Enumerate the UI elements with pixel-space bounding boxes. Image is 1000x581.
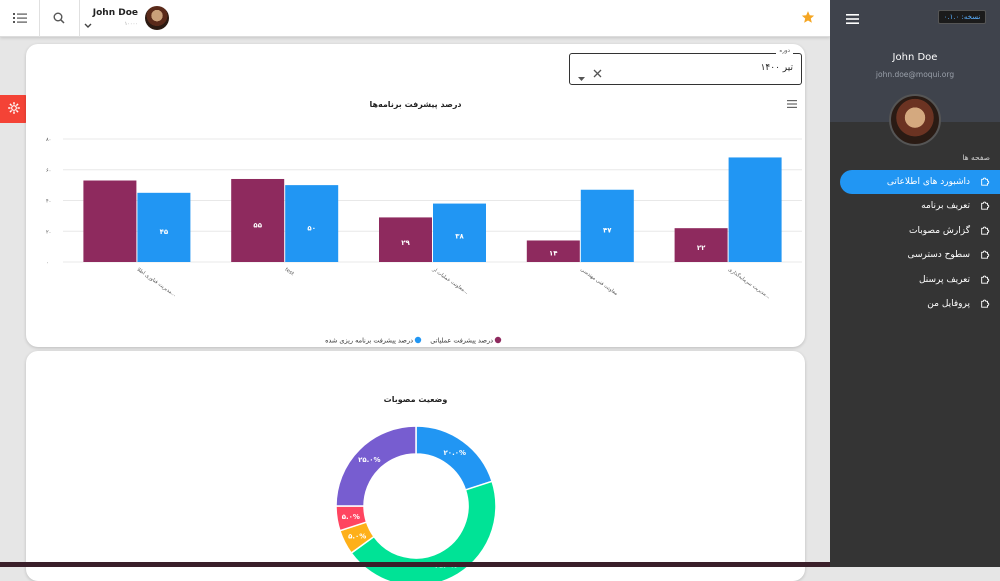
slice-label: ۲۰.۰% [444,449,467,457]
gear-icon [7,100,21,119]
puzzle-icon [980,249,990,262]
pie-slice [350,480,497,581]
divider [39,0,40,37]
x-tick-label: مدیریت سرمایه‌گذاری... [727,266,772,301]
bar [580,189,634,262]
y-tick-label: ۴۰ [46,199,51,205]
chevron-down-icon [84,14,92,33]
sidebar-item-label: پروفایل من [927,299,970,309]
sidebar-item[interactable]: گزارش مصوبات [840,219,1000,243]
bar [728,157,782,262]
list-icon [13,9,27,28]
data-label: ۲۹ [401,239,410,247]
avatar [889,94,941,146]
data-label: ۵۰ [307,224,316,232]
list-menu-button[interactable] [0,0,40,37]
user-menu[interactable]: John Doe ۱۰۰۰۰ [84,2,174,35]
sidebar-item[interactable]: تعریف پرسنل [840,268,1000,292]
divider [79,0,80,37]
data-label: ۴۵ [160,228,169,236]
legend-marker [494,336,502,344]
sidebar-item[interactable]: سطوح دسترسی [840,243,1000,267]
period-select[interactable]: دوره تیر ۱۴۰۰ [569,48,802,86]
search-icon [53,9,65,28]
dropdown-arrow-icon[interactable] [578,67,585,86]
x-tick-label: test [284,267,295,277]
y-tick-label: ۶۰ [46,168,51,174]
x-tick-label: مدیریت فناوری اطلا... [136,267,178,299]
search-button[interactable] [39,0,79,37]
bottom-strip [0,562,830,567]
period-label: دوره [776,48,793,54]
chart-title: درصد پیشرفت برنامه‌ها [369,100,462,109]
pages-heading: صفحه ها [962,153,990,162]
user-name: John Doe [92,8,138,18]
data-label: ۴۷ [603,226,612,234]
version-badge: نسخه: ۰.۱.۰ [938,10,986,24]
approvals-chart-card: وضعیت مصوبات ۲۰.۰%۴۵.۰%۵.۰%۵.۰%۲۵.۰% [26,351,805,581]
bar-chart: ۰ ۲۰ ۴۰ ۶۰ ۸۰ ۴۵ مدیریت فناوری اطلا... ۵۵ ۵۰ test… [46,137,802,345]
puzzle-icon [980,274,990,287]
settings-button[interactable] [0,95,28,123]
puzzle-icon [980,200,990,213]
data-label: ۲۲ [697,244,706,252]
bar [433,203,486,262]
data-label: ۵۵ [253,222,262,230]
chart-menu-icon[interactable] [787,93,797,112]
bar [285,185,339,262]
sidebar-item-label: سطوح دسترسی [907,250,970,260]
bar [137,192,191,262]
puzzle-icon [980,298,990,311]
donut-chart: ۲۰.۰%۴۵.۰%۵.۰%۵.۰%۲۵.۰% [335,425,497,581]
slice-label: ۲۵.۰% [358,456,381,464]
sidebar-item[interactable]: داشبورد های اطلاعاتی [840,170,1000,194]
user-subtitle: ۱۰۰۰۰ [124,21,138,27]
menu-icon[interactable] [846,9,859,28]
pie-slice [335,425,417,507]
y-tick-label: ۰ [46,260,49,266]
sidebar-item[interactable]: تعریف برنامه [840,194,1000,218]
slice-label: ۵.۰% [342,513,360,521]
close-icon[interactable] [593,63,602,82]
x-tick-label: معاونت فنی مهندسی [579,267,619,297]
sidebar-item-label: داشبورد های اطلاعاتی [886,177,970,187]
sidebar-user-email: john.doe@moqui.org [875,70,955,79]
puzzle-icon [980,225,990,238]
y-tick-label: ۲۰ [46,229,51,235]
period-value: تیر ۱۴۰۰ [760,63,793,73]
sidebar-user-name: John Doe [892,52,938,63]
y-tick-label: ۸۰ [46,137,51,143]
progress-chart-card: دوره تیر ۱۴۰۰ درصد پیشرفت برنامه‌ها ۰ ۲۰ ۴… [26,44,805,347]
legend-label: درصد پیشرفت برنامه ریزی شده [325,337,413,345]
chart-title: وضعیت مصوبات [383,395,448,404]
bar [526,240,580,262]
pie-slice [415,425,494,491]
bar [231,178,285,262]
bar [674,228,728,262]
data-label: ۱۴ [549,249,558,257]
sidebar-item-label: گزارش مصوبات [909,226,970,236]
bar [379,217,432,262]
x-tick-label: معاونت عملیات ار... [431,266,470,296]
legend-marker [414,336,422,344]
data-label: ۳۸ [455,233,464,241]
puzzle-icon [980,176,990,189]
slice-label: ۵.۰% [348,532,366,540]
top-bar: John Doe ۱۰۰۰۰ [0,0,830,37]
legend-label: درصد پیشرفت عملیاتی [430,337,493,345]
sidebar-item-label: تعریف پرسنل [918,275,970,285]
avatar [145,6,169,30]
sidebar-item-label: تعریف برنامه [921,201,970,211]
sidebar-item[interactable]: پروفایل من [840,292,1000,316]
bar [83,180,137,262]
star-icon[interactable] [801,9,815,28]
sidebar: نسخه: ۰.۱.۰ John Doe john.doe@moqui.org … [830,0,1000,567]
